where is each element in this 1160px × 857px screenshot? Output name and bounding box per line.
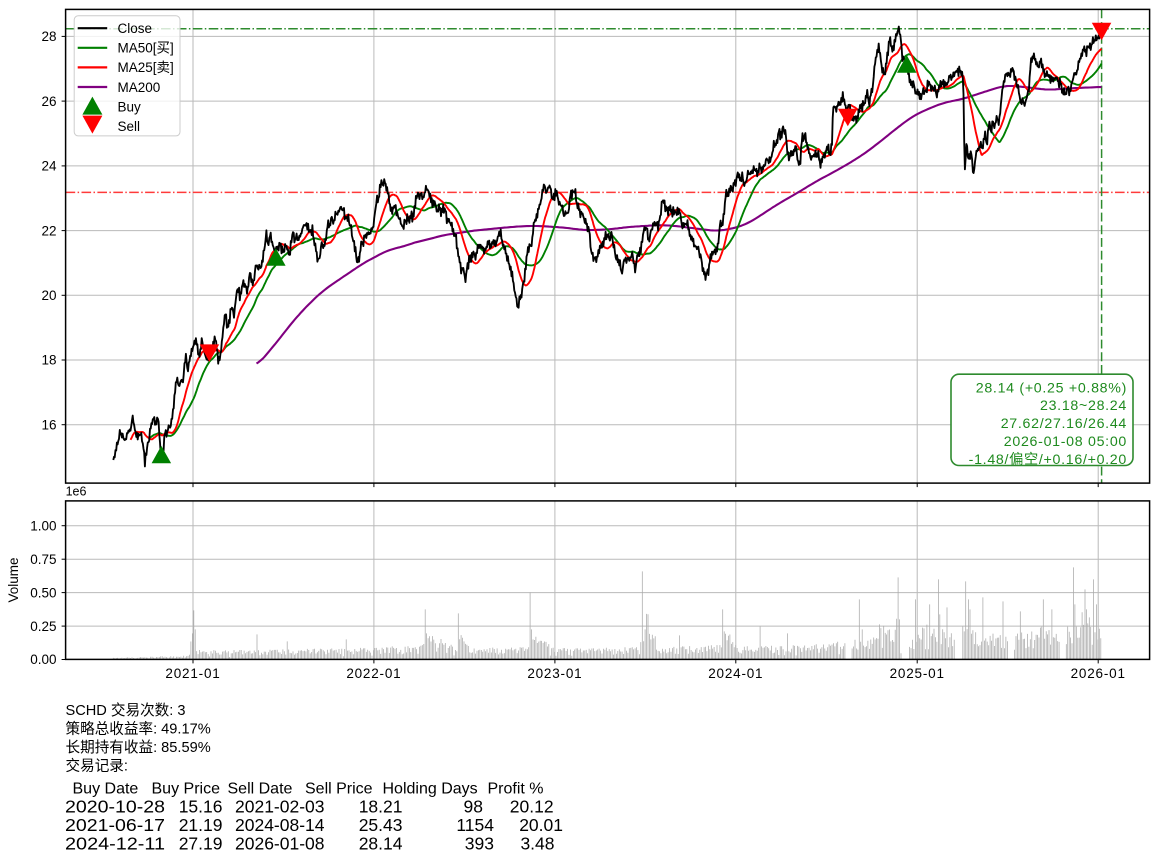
svg-text:1154: 1154 <box>456 815 494 835</box>
svg-text:18: 18 <box>41 353 56 368</box>
svg-text:2024-08-14: 2024-08-14 <box>235 815 325 835</box>
svg-text:交易记录:: 交易记录: <box>66 757 128 775</box>
svg-text:1.00: 1.00 <box>30 518 56 533</box>
svg-text:16: 16 <box>41 417 56 432</box>
svg-text:Buy Price: Buy Price <box>152 781 221 798</box>
svg-text:2026-01-08: 2026-01-08 <box>235 834 325 854</box>
svg-text:Sell Date: Sell Date <box>228 781 293 798</box>
svg-text:2021-06-17: 2021-06-17 <box>65 815 165 835</box>
svg-text:393: 393 <box>465 834 494 854</box>
svg-text:2023-01: 2023-01 <box>527 666 582 681</box>
svg-text:MA200: MA200 <box>118 80 161 95</box>
svg-text:2024-01: 2024-01 <box>708 666 763 681</box>
svg-text:Holding Days: Holding Days <box>383 781 478 798</box>
svg-text:SCHD 交易次数: 3: SCHD 交易次数: 3 <box>66 701 186 719</box>
svg-text:1e6: 1e6 <box>66 485 87 499</box>
svg-text:2022-01: 2022-01 <box>346 666 401 681</box>
svg-text:0.50: 0.50 <box>30 585 56 600</box>
svg-text:15.16: 15.16 <box>179 797 223 817</box>
svg-text:Close: Close <box>118 21 153 36</box>
svg-text:28.14: 28.14 <box>359 834 403 854</box>
svg-text:25.43: 25.43 <box>359 815 403 835</box>
svg-text:2025-01: 2025-01 <box>890 666 945 681</box>
svg-text:26: 26 <box>41 94 56 109</box>
svg-text:Buy: Buy <box>118 99 142 114</box>
svg-text:0.00: 0.00 <box>30 652 56 667</box>
svg-text:Volume: Volume <box>6 557 21 602</box>
svg-text:MA25[卖]: MA25[卖] <box>118 60 174 75</box>
svg-text:0.75: 0.75 <box>30 552 56 567</box>
svg-text:20.01: 20.01 <box>519 815 563 835</box>
svg-text:2026-01-08 05:00: 2026-01-08 05:00 <box>1004 434 1127 450</box>
svg-text:2020-10-28: 2020-10-28 <box>65 797 165 817</box>
svg-text:Sell Price: Sell Price <box>305 781 373 798</box>
svg-text:2021-01: 2021-01 <box>165 666 220 681</box>
svg-text:MA50[买]: MA50[买] <box>118 41 174 56</box>
svg-text:23.18~28.24: 23.18~28.24 <box>1040 398 1127 414</box>
svg-text:策略总收益率: 49.17%: 策略总收益率: 49.17% <box>66 720 211 737</box>
svg-text:24: 24 <box>41 159 57 174</box>
svg-text:21.19: 21.19 <box>179 815 223 835</box>
svg-text:Sell: Sell <box>118 119 141 134</box>
svg-text:2021-02-03: 2021-02-03 <box>235 797 325 817</box>
svg-text:20: 20 <box>41 288 56 303</box>
svg-text:22: 22 <box>41 223 56 238</box>
svg-text:Profit %: Profit % <box>488 781 544 798</box>
svg-text:27.62/27.16/26.44: 27.62/27.16/26.44 <box>1001 416 1127 432</box>
svg-text:98: 98 <box>464 797 483 817</box>
svg-text:-1.48/偏空/+0.16/+0.20: -1.48/偏空/+0.16/+0.20 <box>969 452 1127 468</box>
svg-text:长期持有收益: 85.59%: 长期持有收益: 85.59% <box>66 739 211 756</box>
svg-text:27.19: 27.19 <box>179 834 223 854</box>
svg-text:20.12: 20.12 <box>510 797 554 817</box>
svg-text:2026-01: 2026-01 <box>1071 666 1126 681</box>
svg-text:2024-12-11: 2024-12-11 <box>65 834 165 854</box>
svg-text:3.48: 3.48 <box>520 834 554 854</box>
svg-text:Buy Date: Buy Date <box>73 781 139 798</box>
svg-text:18.21: 18.21 <box>359 797 403 817</box>
svg-text:0.25: 0.25 <box>30 619 56 634</box>
svg-text:28.14 (+0.25 +0.88%): 28.14 (+0.25 +0.88%) <box>976 380 1127 396</box>
svg-text:28: 28 <box>41 29 56 44</box>
